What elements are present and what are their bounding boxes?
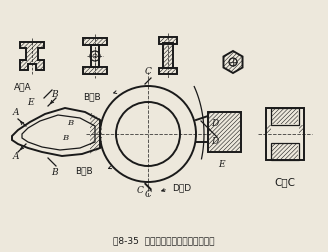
Bar — [83, 68, 107, 75]
Bar — [91, 46, 99, 68]
Text: C－C: C－C — [275, 176, 296, 186]
Text: B－B: B－B — [75, 165, 92, 174]
Bar — [159, 69, 177, 75]
Text: B: B — [51, 90, 57, 99]
Bar — [266, 109, 304, 160]
Text: A: A — [13, 151, 19, 160]
Text: C: C — [145, 189, 152, 198]
Text: B: B — [51, 167, 57, 176]
Text: D－D: D－D — [172, 182, 191, 191]
Text: D: D — [211, 118, 219, 128]
Text: A: A — [13, 108, 19, 116]
Text: B: B — [67, 118, 73, 127]
Bar — [83, 39, 107, 46]
Bar — [208, 113, 241, 152]
Text: D: D — [211, 137, 219, 145]
Text: C: C — [145, 67, 152, 76]
Bar — [271, 109, 299, 125]
Text: E: E — [218, 159, 224, 168]
Text: B: B — [62, 134, 68, 141]
Text: B－B: B－B — [83, 92, 101, 101]
Bar — [159, 38, 177, 45]
Bar — [163, 44, 173, 69]
Bar — [271, 143, 299, 160]
Text: 图8-35  移出断面的配置和标注（二）: 图8-35 移出断面的配置和标注（二） — [113, 235, 215, 244]
Text: C: C — [136, 185, 143, 194]
Text: E: E — [27, 98, 33, 107]
Text: A－A: A－A — [14, 82, 31, 91]
